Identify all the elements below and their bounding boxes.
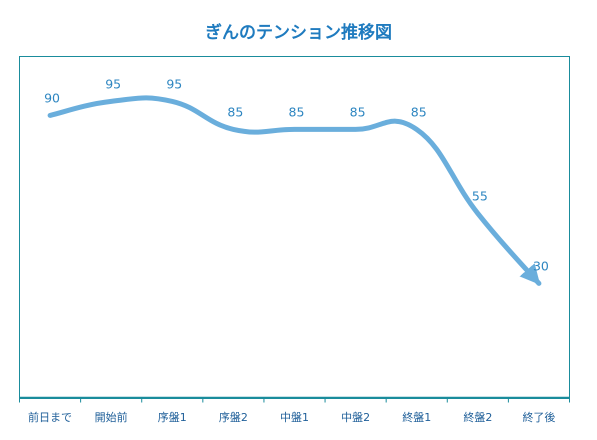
series-group (47, 95, 542, 286)
series-line (47, 95, 542, 286)
x-tick-labels: 前日まで 開始前 序盤1 序盤2 中盤1 中盤2 終盤1 終盤2 終了後 (28, 410, 555, 424)
x-tick-label: 序盤2 (219, 410, 248, 424)
data-label: 90 (44, 90, 60, 105)
x-tick-label: 前日まで (28, 410, 72, 424)
x-tick-label: 序盤1 (158, 410, 187, 424)
data-label: 30 (533, 258, 549, 273)
data-label: 95 (166, 76, 182, 91)
data-label: 85 (411, 104, 427, 119)
data-label: 85 (227, 104, 243, 119)
x-tick-label: 開始前 (95, 410, 128, 424)
data-label: 85 (350, 104, 366, 119)
data-label: 85 (289, 104, 305, 119)
x-tick-label: 終了後 (522, 410, 555, 424)
x-ticks (19, 397, 570, 403)
x-tick-label: 終盤2 (463, 410, 492, 424)
value-labels: 90 95 95 85 85 85 85 55 30 (44, 76, 549, 273)
plot-area-border (19, 56, 570, 399)
data-label: 55 (472, 188, 488, 203)
x-tick-label: 中盤1 (280, 411, 309, 424)
data-label: 95 (105, 76, 121, 91)
x-tick-label: 中盤2 (341, 411, 370, 424)
chart-title: ぎんのテンション推移図 (205, 23, 392, 43)
x-tick-label: 終盤1 (402, 410, 431, 424)
